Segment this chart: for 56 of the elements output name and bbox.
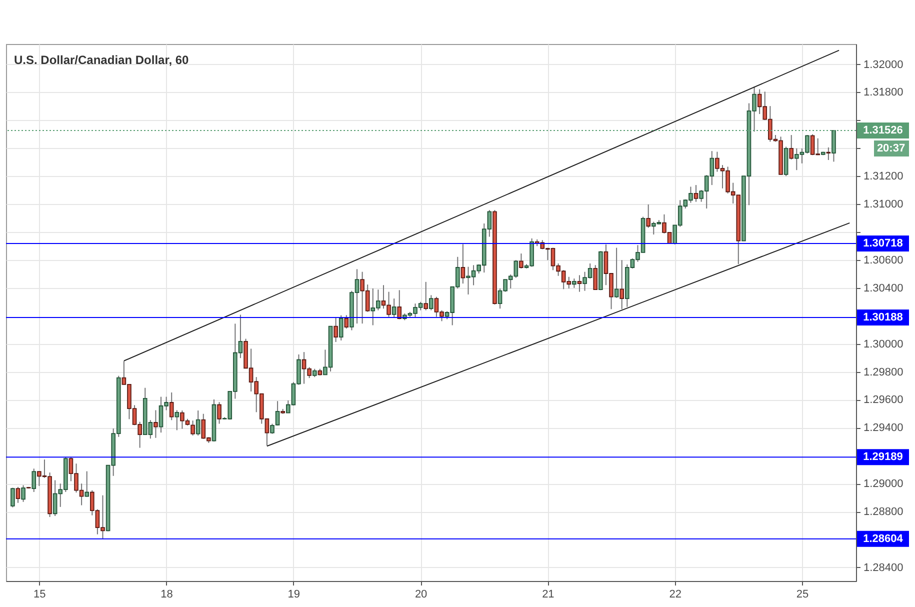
- x-tick-label: 25: [796, 588, 809, 600]
- candlestick: [826, 146, 831, 161]
- y-tick-label: 1.31800: [864, 86, 904, 99]
- candlestick: [10, 487, 15, 508]
- x-tick-label: 15: [34, 588, 46, 600]
- text: 20:37: [876, 142, 906, 155]
- x-tick-label: 18: [160, 588, 173, 600]
- y-tick-label: 1.29000: [864, 478, 904, 490]
- candlestick: [572, 278, 576, 288]
- y-tick-label: 1.28400: [864, 562, 904, 574]
- candlestick: [169, 392, 174, 421]
- y-tick-label: 1.32000: [864, 58, 904, 71]
- candlestick: [694, 184, 698, 202]
- y-tick-label: 1.31000: [864, 198, 904, 211]
- candlestick: [614, 247, 619, 298]
- candlestick: [344, 314, 349, 330]
- candlestick: [32, 468, 36, 492]
- x-tick-label: 22: [669, 588, 682, 600]
- candlestick: [397, 290, 402, 320]
- text: U.S. Dollar/Canadian Dollar, 60: [14, 53, 190, 67]
- candlestick: [832, 130, 836, 162]
- x-tick-label: 19: [288, 588, 300, 600]
- ref-line-label: 1.31526: [863, 124, 903, 137]
- ref-line-label: 1.28604: [863, 532, 904, 545]
- candlestick: [577, 274, 582, 292]
- ref-line-label: 1.30718: [863, 237, 903, 250]
- candlestick: [21, 484, 26, 502]
- candlestick: [424, 281, 428, 311]
- y-tick-label: 1.28800: [864, 506, 904, 518]
- candlestick: [174, 410, 180, 431]
- candlestick: [519, 253, 524, 269]
- x-tick-label: 20: [414, 588, 428, 600]
- candlestick: [16, 486, 20, 504]
- y-tick-label: 1.29600: [864, 394, 904, 406]
- candlestick: [646, 204, 650, 228]
- y-tick-label: 1.30400: [864, 282, 904, 294]
- candlestick: [429, 294, 434, 311]
- y-tick-label: 1.31200: [864, 170, 904, 183]
- ref-line-label: 1.30188: [863, 312, 903, 324]
- candlestick: [154, 410, 158, 438]
- candlestick: [620, 260, 624, 310]
- candlestick: [789, 134, 794, 160]
- y-tick-label: 1.30000: [864, 338, 904, 350]
- candlestick: [593, 264, 598, 290]
- candlestick: [338, 314, 344, 341]
- y-tick-label: 1.29400: [864, 422, 904, 434]
- y-tick-label: 1.30600: [864, 254, 904, 266]
- ref-line-label: 1.29189: [863, 451, 903, 464]
- candlestick: [392, 298, 396, 318]
- candlestick: [196, 410, 200, 436]
- candlestick: [334, 316, 338, 342]
- candlestick: [460, 244, 466, 284]
- y-tick-label: 1.29800: [864, 366, 904, 378]
- x-tick-label: 21: [542, 588, 554, 600]
- candlestick: [84, 470, 90, 498]
- candlestick: [217, 402, 222, 424]
